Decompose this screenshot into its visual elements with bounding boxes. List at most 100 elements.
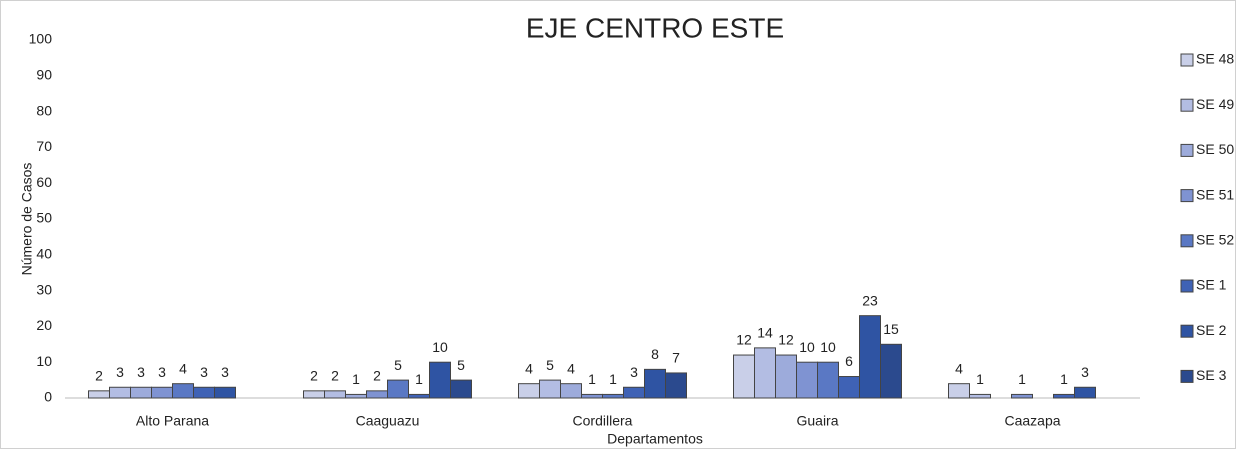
x-tick-label: Caazapa — [1004, 413, 1060, 429]
data-label: 15 — [883, 321, 899, 337]
y-axis-title: Número de Casos — [19, 163, 35, 276]
data-label: 8 — [651, 346, 659, 362]
y-tick-label: 70 — [36, 138, 52, 154]
data-label: 1 — [1060, 371, 1068, 387]
bar — [214, 386, 236, 399]
data-label: 1 — [1018, 371, 1026, 387]
bar — [775, 354, 797, 399]
bar — [324, 390, 346, 399]
data-label: 2 — [310, 368, 318, 384]
legend-label: SE 52 — [1196, 232, 1234, 248]
bar — [130, 386, 152, 399]
bar — [796, 361, 818, 399]
data-label: 1 — [352, 371, 360, 387]
bar — [345, 393, 367, 399]
legend-label: SE 48 — [1196, 51, 1234, 67]
data-label: 4 — [955, 360, 963, 376]
data-label: 5 — [394, 357, 402, 373]
bar — [303, 390, 325, 399]
y-tick-label: 80 — [36, 102, 52, 118]
data-label: 12 — [736, 332, 752, 348]
y-tick-label: 10 — [36, 353, 52, 369]
bar — [602, 393, 624, 399]
bar — [88, 390, 110, 399]
bar — [754, 347, 776, 399]
bar — [518, 383, 540, 399]
data-label: 1 — [976, 371, 984, 387]
legend-label: SE 50 — [1196, 141, 1234, 157]
bar — [644, 368, 666, 399]
y-tick-label: 40 — [36, 246, 52, 262]
bar — [665, 372, 687, 399]
data-label: 1 — [609, 371, 617, 387]
legend-swatch — [1180, 369, 1194, 383]
legend-label: SE 49 — [1196, 96, 1234, 112]
data-label: 6 — [845, 353, 853, 369]
legend-label: SE 3 — [1196, 367, 1227, 383]
data-label: 1 — [415, 371, 423, 387]
data-label: 4 — [567, 360, 575, 376]
x-tick-label: Caaguazu — [356, 413, 420, 429]
y-tick-label: 50 — [36, 210, 52, 226]
x-tick-label: Cordillera — [573, 413, 633, 429]
bar — [623, 386, 645, 399]
bar — [581, 393, 603, 399]
legend-label: SE 1 — [1196, 277, 1227, 293]
bar — [859, 315, 881, 399]
data-label: 3 — [137, 364, 145, 380]
bar — [539, 379, 561, 399]
y-tick-label: 30 — [36, 281, 52, 297]
legend-swatch — [1180, 324, 1194, 338]
data-label: 7 — [672, 350, 680, 366]
data-label: 2 — [95, 368, 103, 384]
data-label: 2 — [331, 368, 339, 384]
data-label: 23 — [862, 292, 878, 308]
bar — [969, 393, 991, 399]
data-label: 2 — [373, 368, 381, 384]
bar — [817, 361, 839, 399]
legend-label: SE 51 — [1196, 186, 1234, 202]
bar — [172, 383, 194, 399]
legend-swatch — [1180, 98, 1194, 112]
data-label: 3 — [200, 364, 208, 380]
bar — [408, 393, 430, 399]
bar — [109, 386, 131, 399]
bar — [193, 386, 215, 399]
bar — [838, 376, 860, 399]
data-label: 5 — [546, 357, 554, 373]
bar — [450, 379, 472, 399]
data-label: 4 — [179, 360, 187, 376]
data-label: 1 — [588, 371, 596, 387]
bar — [733, 354, 755, 399]
legend-swatch — [1180, 53, 1194, 67]
data-label: 10 — [432, 339, 448, 355]
bar — [366, 390, 388, 399]
bar — [1053, 393, 1075, 399]
legend-swatch — [1180, 234, 1194, 248]
y-tick-label: 60 — [36, 174, 52, 190]
legend-swatch — [1180, 189, 1194, 203]
x-tick-label: Alto Parana — [136, 413, 209, 429]
data-label: 10 — [820, 339, 836, 355]
data-label: 10 — [799, 339, 815, 355]
bar — [1011, 393, 1033, 399]
legend-label: SE 2 — [1196, 322, 1227, 338]
bar — [387, 379, 409, 399]
data-label: 3 — [221, 364, 229, 380]
y-tick-label: 20 — [36, 317, 52, 333]
data-label: 12 — [778, 332, 794, 348]
data-label: 3 — [158, 364, 166, 380]
data-label: 14 — [757, 325, 773, 341]
bar — [1074, 386, 1096, 399]
y-tick-label: 100 — [29, 31, 53, 47]
x-tick-label: Guaira — [796, 413, 838, 429]
x-axis-title: Departamentos — [607, 431, 703, 447]
y-tick-label: 90 — [36, 67, 52, 83]
bar — [560, 383, 582, 399]
data-label: 3 — [630, 364, 638, 380]
legend-swatch — [1180, 143, 1194, 157]
bar — [429, 361, 451, 399]
data-label: 3 — [1081, 364, 1089, 380]
